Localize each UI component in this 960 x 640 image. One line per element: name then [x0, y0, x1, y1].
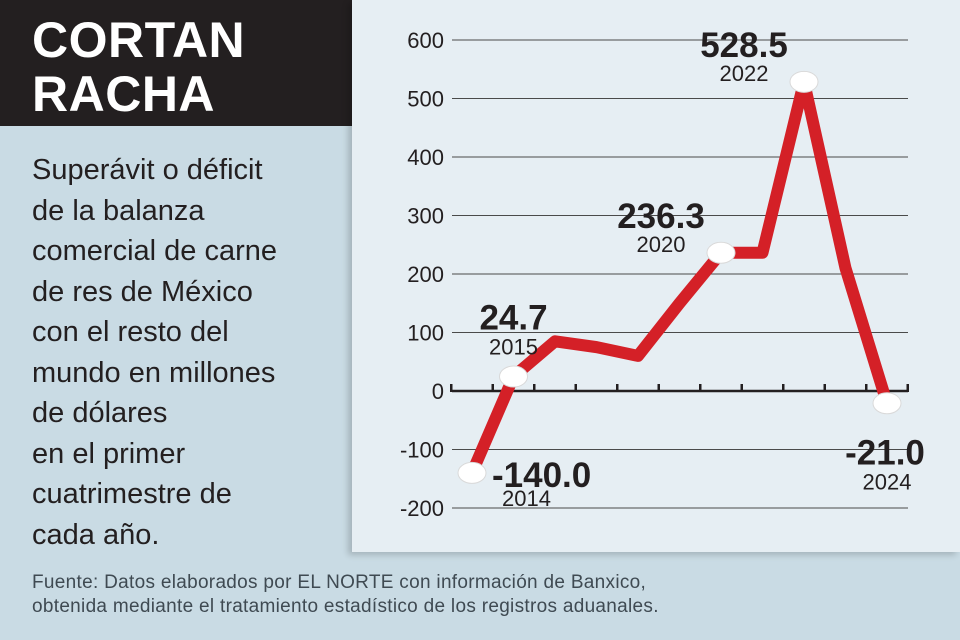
data-value-label: 528.5: [700, 26, 788, 65]
data-point-marker: [457, 461, 487, 484]
data-year-label: 2022: [720, 61, 769, 86]
description-line: cuatrimestre de: [32, 478, 232, 510]
description-line: con el resto del: [32, 316, 229, 348]
description-line: mundo en millones: [32, 356, 276, 389]
description-line: de la balanza: [32, 194, 205, 227]
data-point-marker: [706, 241, 736, 264]
source-note: Fuente: Datos elaborados por EL NORTE co…: [32, 571, 932, 619]
y-tick-labels: -200 -100 0 100 200 300 400 500 600: [400, 28, 444, 521]
chart-description: Superávit o déficit de la balanza comerc…: [32, 150, 347, 555]
y-tick-label: 400: [407, 145, 444, 170]
description-line: cada año.: [32, 518, 160, 551]
y-tick-label: 0: [432, 379, 444, 404]
title-line-1: CORTAN: [32, 12, 246, 68]
data-value-label: 24.7: [479, 299, 547, 338]
x-axis-layer: [450, 384, 909, 393]
data-value-label: 236.3: [617, 197, 705, 236]
grid-layer: [452, 39, 908, 509]
description-line: en el primer: [32, 437, 186, 470]
data-point-marker: [872, 392, 902, 415]
y-tick-label: -200: [400, 496, 444, 521]
data-point-marker: [789, 70, 819, 93]
data-year-label: 2024: [863, 469, 912, 494]
description-line: comercial de carne: [32, 235, 277, 267]
source-line: obtenida mediante el tratamiento estadís…: [32, 596, 659, 617]
description-line: de dólares: [32, 397, 168, 429]
data-value-label: -140.0: [492, 456, 591, 495]
data-year-label: 2020: [637, 232, 686, 257]
y-tick-label: -100: [400, 438, 444, 463]
description-line: de res de México: [32, 275, 253, 308]
marker-layer: [457, 70, 902, 484]
title-line-2: RACHA: [32, 66, 216, 122]
y-tick-label: 300: [407, 204, 444, 229]
y-tick-label: 500: [407, 87, 444, 112]
y-tick-label: 100: [407, 321, 444, 346]
data-year-label: 2015: [489, 335, 538, 360]
data-point-marker: [499, 365, 528, 388]
title-box: CORTAN RACHA: [0, 0, 352, 126]
series-line: [466, 75, 893, 479]
description-panel: [0, 126, 352, 550]
y-tick-label: 200: [407, 262, 444, 287]
data-value-label: -21.0: [845, 433, 925, 472]
source-line: Fuente: Datos elaborados por EL NORTE co…: [32, 572, 647, 593]
chart-panel: -200 -100 0 100 200 300 400 500 600 -140.0 2014 24…: [352, 0, 960, 552]
data-year-label: 2014: [502, 486, 551, 511]
y-tick-label: 600: [407, 28, 444, 53]
description-line: Superávit o déficit: [32, 154, 263, 186]
series-layer: [466, 75, 893, 479]
